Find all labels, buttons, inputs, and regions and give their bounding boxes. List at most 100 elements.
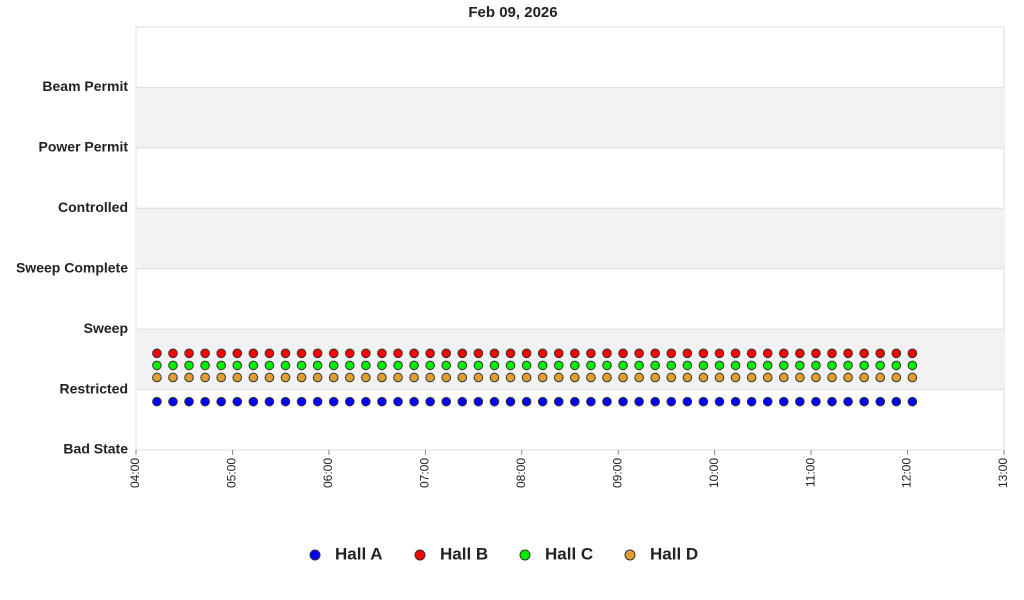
- point: [666, 348, 677, 359]
- y-tick-label: Sweep Complete: [16, 259, 128, 275]
- point: [457, 396, 468, 407]
- point: [441, 396, 452, 407]
- point: [425, 348, 435, 359]
- x-tick-label: 08:00: [514, 458, 528, 488]
- point: [521, 372, 532, 383]
- point: [859, 360, 869, 371]
- legend-marker: [309, 549, 321, 561]
- point: [811, 360, 821, 371]
- legend-label: Hall D: [650, 544, 698, 563]
- point: [586, 348, 596, 359]
- point: [361, 348, 371, 359]
- point: [537, 372, 548, 383]
- point: [280, 348, 291, 359]
- point: [762, 360, 773, 371]
- point: [650, 396, 660, 407]
- point: [537, 360, 548, 371]
- point: [778, 396, 789, 407]
- point: [505, 360, 516, 371]
- point: [232, 348, 243, 359]
- point: [264, 396, 275, 407]
- point: [377, 372, 387, 383]
- point: [602, 396, 612, 407]
- x-tick-label: 05:00: [225, 458, 239, 488]
- point: [393, 372, 403, 383]
- point: [328, 348, 339, 359]
- point: [634, 372, 644, 383]
- point: [248, 372, 259, 383]
- point: [634, 348, 644, 359]
- grid-band: [136, 87, 1004, 148]
- point: [618, 372, 628, 383]
- point: [891, 372, 902, 383]
- point: [714, 372, 725, 383]
- point: [586, 396, 596, 407]
- point: [152, 396, 162, 407]
- point: [361, 372, 371, 383]
- point: [682, 396, 693, 407]
- legend: Hall A Hall B Hall C Hall D: [309, 544, 698, 563]
- y-tick-label: Restricted: [60, 380, 128, 396]
- x-tick-label: 10:00: [707, 458, 721, 488]
- point: [280, 372, 291, 383]
- point: [795, 372, 805, 383]
- point: [875, 348, 886, 359]
- point: [184, 396, 194, 407]
- point: [730, 372, 741, 383]
- point: [393, 360, 403, 371]
- point: [586, 360, 596, 371]
- point: [795, 348, 805, 359]
- point: [377, 396, 387, 407]
- point: [730, 348, 741, 359]
- point: [907, 396, 918, 407]
- point: [457, 348, 468, 359]
- point: [618, 360, 628, 371]
- point: [377, 360, 387, 371]
- point: [891, 396, 902, 407]
- point: [344, 360, 355, 371]
- point: [473, 348, 484, 359]
- point: [521, 396, 532, 407]
- point: [328, 360, 339, 371]
- point: [730, 396, 741, 407]
- point: [409, 396, 419, 407]
- point: [746, 348, 757, 359]
- x-tick-label: 11:00: [803, 458, 817, 487]
- point: [698, 348, 709, 359]
- point: [312, 396, 323, 407]
- point: [875, 396, 886, 407]
- point: [312, 372, 323, 383]
- point: [553, 348, 564, 359]
- point: [425, 372, 435, 383]
- point: [698, 396, 709, 407]
- point: [264, 348, 275, 359]
- y-tick-label: Beam Permit: [42, 78, 128, 94]
- point: [184, 360, 194, 371]
- point: [312, 360, 323, 371]
- point: [184, 348, 194, 359]
- point: [200, 396, 210, 407]
- point: [907, 372, 918, 383]
- point: [875, 360, 886, 371]
- legend-marker: [624, 549, 636, 561]
- point: [602, 360, 612, 371]
- y-tick-label: Power Permit: [39, 139, 129, 155]
- point: [586, 372, 596, 383]
- point: [553, 372, 564, 383]
- point: [200, 348, 210, 359]
- point: [361, 396, 371, 407]
- point: [634, 360, 644, 371]
- point: [152, 348, 162, 359]
- point: [312, 348, 323, 359]
- grid-band: [136, 208, 1004, 269]
- point: [650, 372, 660, 383]
- grid-band: [136, 329, 1004, 390]
- point: [344, 396, 355, 407]
- legend-label: Hall B: [440, 544, 488, 563]
- point: [891, 360, 902, 371]
- point: [602, 348, 612, 359]
- legend-label: Hall A: [335, 544, 383, 563]
- point: [746, 396, 757, 407]
- point: [795, 396, 805, 407]
- point: [762, 372, 773, 383]
